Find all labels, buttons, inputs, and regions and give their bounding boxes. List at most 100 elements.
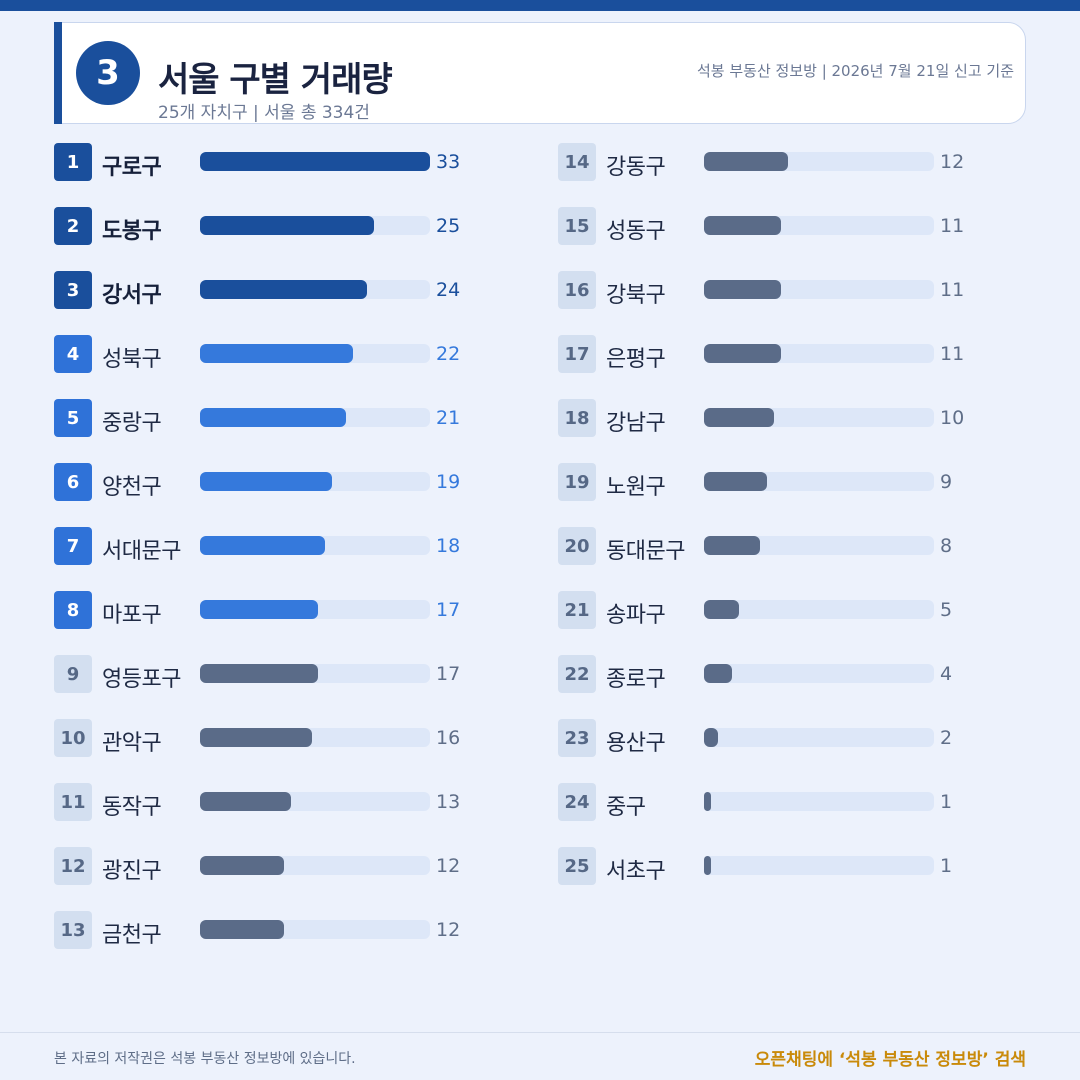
bar-row: 23 용산구 2 bbox=[558, 719, 998, 759]
bar bbox=[704, 344, 781, 363]
top-accent-strip bbox=[0, 0, 1080, 11]
rank-badge: 21 bbox=[558, 591, 596, 629]
value-label: 17 bbox=[436, 663, 461, 685]
rank-badge: 5 bbox=[54, 399, 92, 437]
bar bbox=[200, 152, 430, 171]
bar-track bbox=[200, 280, 430, 299]
bar-row: 8 마포구 17 bbox=[54, 591, 494, 631]
bar bbox=[200, 408, 346, 427]
district-label: 강북구 bbox=[606, 283, 666, 308]
bar-track bbox=[200, 792, 430, 811]
bar-track bbox=[200, 408, 430, 427]
rank-badge: 16 bbox=[558, 271, 596, 309]
rank-badge: 14 bbox=[558, 143, 596, 181]
bar-track bbox=[200, 920, 430, 939]
value-label: 12 bbox=[940, 151, 965, 173]
footer-divider bbox=[0, 1032, 1080, 1033]
value-label: 8 bbox=[940, 535, 953, 557]
district-label: 강동구 bbox=[606, 155, 666, 180]
bar-track bbox=[200, 216, 430, 235]
district-label: 동작구 bbox=[102, 795, 162, 820]
district-label: 양천구 bbox=[102, 475, 162, 500]
bar bbox=[704, 216, 781, 235]
rank-badge: 10 bbox=[54, 719, 92, 757]
bar-track bbox=[200, 472, 430, 491]
bar-row: 15 성동구 11 bbox=[558, 207, 998, 247]
bar bbox=[200, 664, 318, 683]
rank-badge: 23 bbox=[558, 719, 596, 757]
bar bbox=[200, 728, 312, 747]
bar-row: 18 강남구 10 bbox=[558, 399, 998, 439]
rank-badge: 17 bbox=[558, 335, 596, 373]
rank-badge: 13 bbox=[54, 911, 92, 949]
bar-track bbox=[704, 408, 934, 427]
district-label: 서대문구 bbox=[102, 539, 181, 564]
bar-row: 25 서초구 1 bbox=[558, 847, 998, 887]
header-card bbox=[54, 22, 1026, 124]
value-label: 11 bbox=[940, 215, 965, 237]
district-label: 용산구 bbox=[606, 731, 666, 756]
bar bbox=[704, 664, 732, 683]
bar-track bbox=[200, 152, 430, 171]
bar bbox=[200, 280, 367, 299]
rank-badge: 15 bbox=[558, 207, 596, 245]
district-label: 중랑구 bbox=[102, 411, 162, 436]
rank-badge: 7 bbox=[54, 527, 92, 565]
bar bbox=[704, 600, 739, 619]
bar-row: 3 강서구 24 bbox=[54, 271, 494, 311]
bar-row: 1 구로구 33 bbox=[54, 143, 494, 183]
bar-track bbox=[200, 600, 430, 619]
bar-track bbox=[200, 536, 430, 555]
bar-row: 21 송파구 5 bbox=[558, 591, 998, 631]
bar bbox=[704, 536, 760, 555]
bar bbox=[200, 472, 332, 491]
bar-track bbox=[200, 664, 430, 683]
bar-row: 5 중랑구 21 bbox=[54, 399, 494, 439]
open-chat-cta: 오픈채팅에 ‘석봉 부동산 정보방’ 검색 bbox=[754, 1050, 1026, 1070]
bar bbox=[704, 856, 711, 875]
bar-row: 19 노원구 9 bbox=[558, 463, 998, 503]
value-label: 25 bbox=[436, 215, 461, 237]
rank-badge: 12 bbox=[54, 847, 92, 885]
value-label: 12 bbox=[436, 919, 461, 941]
rank-badge: 6 bbox=[54, 463, 92, 501]
value-label: 16 bbox=[436, 727, 461, 749]
value-label: 21 bbox=[436, 407, 461, 429]
bar-row: 14 강동구 12 bbox=[558, 143, 998, 183]
district-label: 영등포구 bbox=[102, 667, 181, 692]
value-label: 12 bbox=[436, 855, 461, 877]
rank-badge: 11 bbox=[54, 783, 92, 821]
source-note: 석봉 부동산 정보방 | 2026년 7월 21일 신고 기준 bbox=[696, 62, 1014, 80]
value-label: 19 bbox=[436, 471, 461, 493]
district-label: 마포구 bbox=[102, 603, 162, 628]
bar bbox=[704, 728, 718, 747]
bar-row: 9 영등포구 17 bbox=[54, 655, 494, 695]
bar-row: 13 금천구 12 bbox=[54, 911, 494, 951]
district-label: 종로구 bbox=[606, 667, 666, 692]
rank-badge: 24 bbox=[558, 783, 596, 821]
rank-badge: 3 bbox=[54, 271, 92, 309]
bar-track bbox=[704, 600, 934, 619]
bar-row: 2 도봉구 25 bbox=[54, 207, 494, 247]
value-label: 4 bbox=[940, 663, 953, 685]
district-label: 성북구 bbox=[102, 347, 162, 372]
district-label: 광진구 bbox=[102, 859, 162, 884]
value-label: 1 bbox=[940, 855, 953, 877]
bar-row: 4 성북구 22 bbox=[54, 335, 494, 375]
value-label: 33 bbox=[436, 151, 461, 173]
bar-track bbox=[704, 664, 934, 683]
bar-track bbox=[200, 856, 430, 875]
bar-track bbox=[704, 728, 934, 747]
value-label: 18 bbox=[436, 535, 461, 557]
bar bbox=[200, 600, 318, 619]
bar-track bbox=[704, 536, 934, 555]
value-label: 22 bbox=[436, 343, 461, 365]
district-label: 관악구 bbox=[102, 731, 162, 756]
district-label: 중구 bbox=[606, 795, 646, 820]
value-label: 11 bbox=[940, 343, 965, 365]
value-label: 13 bbox=[436, 791, 461, 813]
rank-badge: 20 bbox=[558, 527, 596, 565]
page-title: 서울 구별 거래량 bbox=[158, 60, 393, 100]
bar-row: 10 관악구 16 bbox=[54, 719, 494, 759]
bar-row: 11 동작구 13 bbox=[54, 783, 494, 823]
